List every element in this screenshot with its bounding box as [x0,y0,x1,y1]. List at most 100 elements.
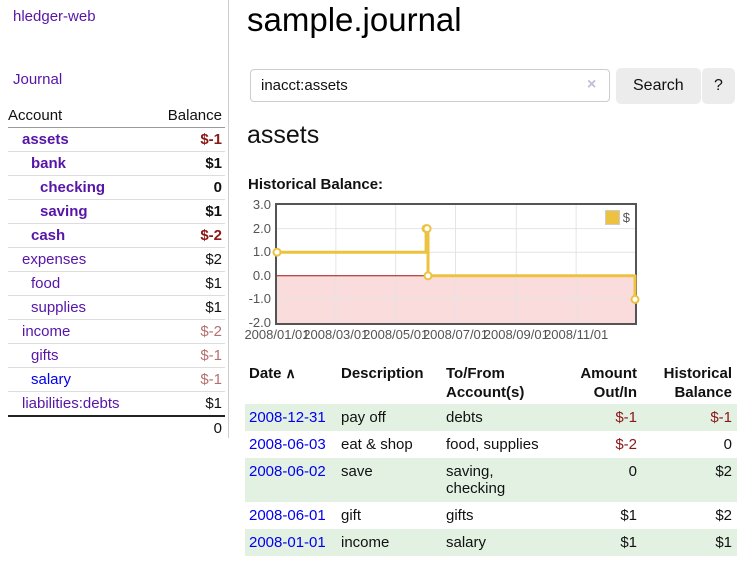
x-axis-tick-label: 2008/09/01 [483,327,549,342]
transaction-date-link[interactable]: 2008-12-31 [249,409,326,426]
accounts-header-account: Account [8,104,152,128]
transaction-description: gift [341,507,362,524]
register-header-amount: Amount Out/In [580,365,637,401]
legend-swatch-icon [604,210,620,225]
accounts-total-row: 0 [8,415,225,440]
accounts-total-value: 0 [151,415,225,440]
transaction-balance: $2 [715,463,732,480]
register-header-row: Date ∧ Description To/From Account(s) Amo… [245,362,737,404]
help-button[interactable]: ? [702,68,735,104]
data-point-marker [423,271,433,281]
transaction-accounts: gifts [446,507,474,524]
transaction-description: eat & shop [341,436,413,453]
account-balance: $1 [151,271,225,296]
account-link-checking[interactable]: checking [40,179,106,196]
sort-ascending-icon: ∧ [285,365,296,381]
transaction-balance: $-1 [710,409,732,426]
accounts-table: Account Balance assets $-1 bank $1 check… [8,104,225,440]
x-axis-tick-label: 2008/01/01 [244,327,310,342]
register-header-date[interactable]: Date ∧ [249,365,296,382]
account-link-liabilities-debts[interactable]: liabilities:debts [22,395,120,412]
transaction-balance: 0 [723,436,732,453]
account-balance: $1 [151,391,225,417]
search-button[interactable]: Search [616,68,701,104]
app-title-link[interactable]: hledger-web [13,8,96,25]
account-link-income[interactable]: income [22,323,71,340]
transaction-date-link[interactable]: 2008-01-01 [249,534,326,551]
account-row: saving $1 [8,199,225,224]
transaction-balance: $2 [715,507,732,524]
account-link-supplies[interactable]: supplies [31,299,87,316]
sidebar-item-journal[interactable]: Journal [13,71,63,88]
account-link-saving[interactable]: saving [40,203,88,220]
register-row: 2008-12-31 pay off debts $-1 $-1 [245,404,737,431]
x-axis-tick-label: 2008/07/01 [422,327,489,342]
data-point-marker [422,224,432,234]
account-link-expenses[interactable]: expenses [22,251,87,268]
search-input[interactable] [250,69,610,102]
account-row: expenses $2 [8,247,225,272]
y-axis-tick-label: 1.0 [252,244,271,260]
transaction-amount: $-1 [615,409,637,426]
account-link-salary[interactable]: salary [31,371,72,388]
y-axis-tick-label: 3.0 [252,197,271,212]
account-row: assets $-1 [8,127,225,152]
transaction-description: income [341,534,390,551]
accounts-header-balance: Balance [151,104,225,128]
transaction-accounts: debts [446,409,483,426]
transaction-accounts: saving, checking [446,463,506,497]
account-row: liabilities:debts $1 [8,391,225,417]
transaction-accounts: salary [446,534,487,551]
account-row: gifts $-1 [8,343,225,368]
account-balance: $-2 [151,223,225,248]
transaction-amount: $1 [620,507,637,524]
transaction-amount: $1 [620,534,637,551]
register-row: 2008-06-03 eat & shop food, supplies $-2… [245,431,737,458]
y-axis-tick-label: 2.0 [252,220,271,236]
x-axis-tick-label: 2008/11/01 [544,327,609,342]
transaction-date-link[interactable]: 2008-06-02 [249,463,326,480]
account-link-food[interactable]: food [31,275,61,292]
account-row: salary $-1 [8,367,225,392]
register-table: Date ∧ Description To/From Account(s) Amo… [245,362,737,556]
register-header-accounts: To/From Account(s) [446,365,525,401]
account-balance: 0 [151,175,225,200]
register-row: 2008-06-01 gift gifts $1 $2 [245,502,737,529]
account-row: cash $-2 [8,223,225,248]
account-row: food $1 [8,271,225,296]
account-balance: $-1 [151,127,225,152]
balance-chart: $ 3.0 2.0 1.0 0.0 -1.0 -2.0 2008/01/01 2008/03/… [244,197,640,342]
account-row: checking 0 [8,175,225,200]
account-balance: $-1 [151,367,225,392]
account-balance: $1 [151,199,225,224]
account-link-bank[interactable]: bank [31,155,67,172]
clear-search-icon[interactable]: × [587,76,597,93]
transaction-date-link[interactable]: 2008-06-03 [249,436,326,453]
transaction-description: pay off [341,409,386,426]
y-axis-tick-label: 0.0 [252,267,271,283]
accounts-header-row: Account Balance [8,104,225,128]
account-balance: $-1 [151,343,225,368]
chart-legend: $ [602,209,632,226]
balance-chart-svg [272,205,640,323]
data-point-marker [630,294,640,304]
account-link-gifts[interactable]: gifts [31,347,59,364]
register-row: 2008-06-02 save saving, checking 0 $2 [245,458,737,502]
account-link-cash[interactable]: cash [31,227,66,244]
account-row: supplies $1 [8,295,225,320]
sidebar: hledger-web Journal Account Balance asse… [0,0,229,440]
account-balance: $1 [151,151,225,176]
transaction-amount: 0 [628,463,637,480]
account-row: income $-2 [8,319,225,344]
register-header-balance: Historical Balance [663,365,732,401]
transaction-balance: $1 [715,534,732,551]
account-heading: assets [247,121,320,149]
transaction-description: save [341,463,373,480]
account-balance: $2 [151,247,225,272]
data-point-marker [272,247,282,257]
y-axis-tick-label: -1.0 [248,291,271,307]
transaction-accounts: food, supplies [446,436,539,453]
register-header-description: Description [341,365,424,382]
transaction-date-link[interactable]: 2008-06-01 [249,507,326,524]
account-link-assets[interactable]: assets [22,131,69,148]
